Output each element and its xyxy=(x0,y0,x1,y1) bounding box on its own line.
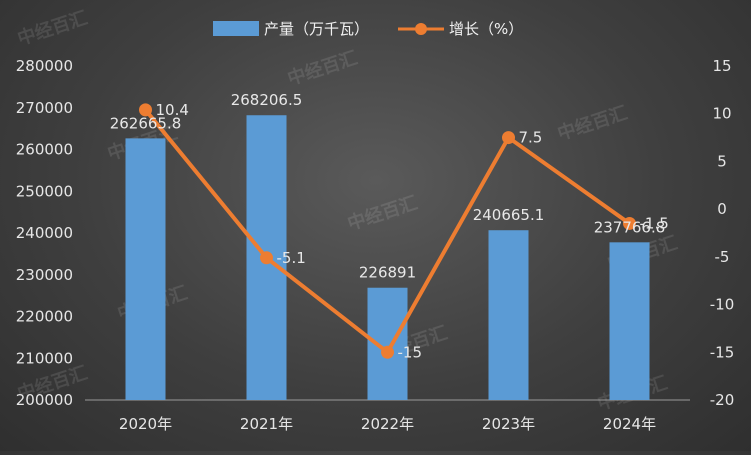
legend-bar-label: 产量（万千瓦） xyxy=(264,20,369,38)
bar-value-label: 262665.8 xyxy=(110,114,182,132)
watermark-text: 中经百汇 xyxy=(345,192,420,235)
right-tick-label: -15 xyxy=(710,343,735,361)
watermark-text: 中经百汇 xyxy=(285,47,360,90)
watermark-text: 中经百汇 xyxy=(15,7,90,50)
line-series xyxy=(139,103,636,359)
bar-value-label: 268206.5 xyxy=(231,91,303,109)
growth-point xyxy=(623,216,636,230)
left-tick-label: 270000 xyxy=(16,99,73,117)
growth-value-label: -1.5 xyxy=(640,214,669,232)
x-tick-label: 2020年 xyxy=(119,415,172,433)
bar-value-label: 240665.1 xyxy=(473,206,545,224)
right-tick-label: -10 xyxy=(710,296,735,314)
left-tick-label: 210000 xyxy=(16,349,73,367)
right-y-axis: -20 -15 -10 -5 0 5 10 15 xyxy=(710,57,735,409)
left-tick-label: 260000 xyxy=(16,141,73,159)
growth-value-label: -5.1 xyxy=(277,249,306,267)
right-tick-label: -20 xyxy=(710,391,735,409)
left-tick-label: 280000 xyxy=(16,57,73,75)
right-tick-label: 15 xyxy=(712,57,731,75)
bar-value-label: 237766.8 xyxy=(594,218,666,236)
watermark-text: 中经百汇 xyxy=(555,102,630,145)
left-tick-label: 220000 xyxy=(16,308,73,326)
legend-line-label: 增长（%） xyxy=(449,20,523,38)
growth-point xyxy=(381,345,394,359)
right-tick-label: -5 xyxy=(715,248,730,266)
left-tick-label: 250000 xyxy=(16,182,73,200)
bar-value-label: 226891 xyxy=(359,264,416,282)
legend-bar-swatch xyxy=(213,21,259,36)
x-tick-label: 2024年 xyxy=(603,415,656,433)
growth-value-label: 10.4 xyxy=(156,101,189,119)
legend-line-marker xyxy=(415,23,427,35)
legend: 产量（万千瓦） 增长（%） xyxy=(213,20,523,38)
left-tick-label: 230000 xyxy=(16,266,73,284)
growth-value-label: 7.5 xyxy=(519,129,543,147)
right-tick-label: 5 xyxy=(717,152,727,170)
bar xyxy=(609,242,650,400)
watermark-layer: 中经百汇中经百汇中经百汇中经百汇中经百汇中经百汇中经百汇中经百汇中经百汇中经百汇 xyxy=(15,7,680,415)
x-tick-label: 2021年 xyxy=(240,415,293,433)
left-y-axis: 200000 210000 220000 230000 240000 250000 2600… xyxy=(16,57,73,409)
bar xyxy=(125,138,166,400)
data-labels: 262665.8 268206.5 226891 240665.1 237766.8 10… xyxy=(110,91,669,361)
x-tick-label: 2023年 xyxy=(482,415,535,433)
right-tick-label: 10 xyxy=(712,105,731,123)
growth-point xyxy=(260,251,273,265)
growth-point xyxy=(139,103,152,117)
growth-value-label: -15 xyxy=(398,343,423,361)
x-axis: 2020年 2021年 2022年 2023年 2024年 xyxy=(85,399,690,433)
left-tick-label: 200000 xyxy=(16,391,73,409)
x-tick-label: 2022年 xyxy=(361,415,414,433)
bar-series xyxy=(125,115,650,401)
bar xyxy=(488,230,529,400)
growth-point xyxy=(502,131,515,145)
left-tick-label: 240000 xyxy=(16,224,73,242)
right-tick-label: 0 xyxy=(717,200,727,218)
